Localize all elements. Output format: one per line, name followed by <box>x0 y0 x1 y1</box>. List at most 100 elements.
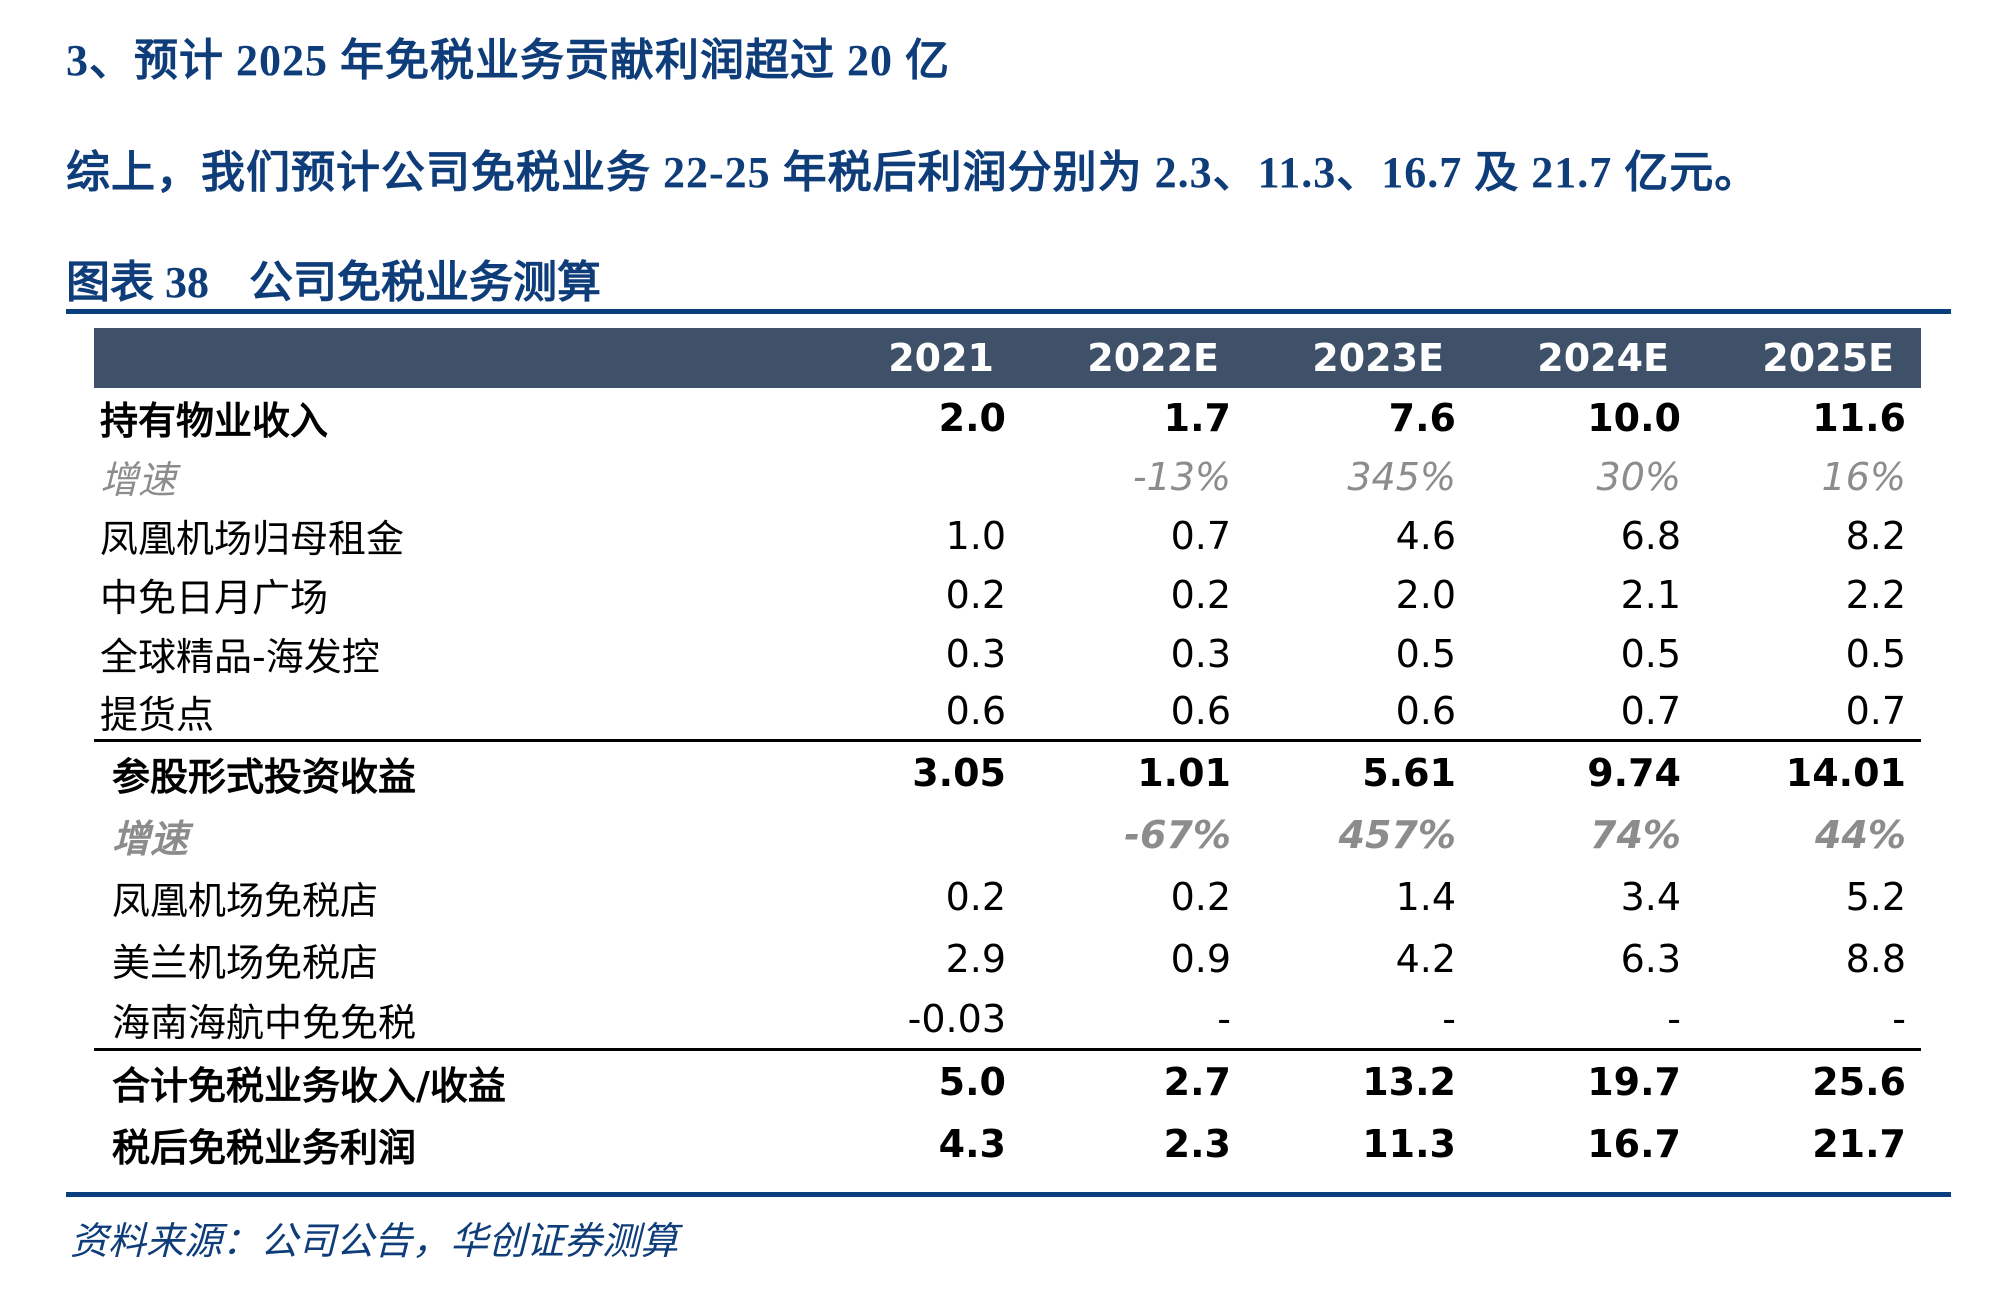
cell: 0.2 <box>1170 875 1231 919</box>
table-row-growth: 增速 -13% 345% 30% 16% <box>94 447 1921 506</box>
cell: 25.6 <box>1812 1060 1906 1104</box>
row-label: 全球精品-海发控 <box>100 635 380 679</box>
figure-number: 图表 38 <box>66 258 209 307</box>
cell: 5.2 <box>1845 875 1906 919</box>
row-label: 凤凰机场归母租金 <box>100 517 405 561</box>
table-row-property-income: 持有物业收入 2.0 1.7 7.6 10.0 11.6 <box>94 388 1921 447</box>
cell: 11.6 <box>1812 395 1906 440</box>
cell: 2.0 <box>938 395 1006 440</box>
cell: 0.5 <box>1620 631 1681 676</box>
cell: 0.2 <box>945 875 1006 919</box>
cell: 0.5 <box>1395 631 1456 676</box>
duty-free-estimate-table: 2021 2022E 2023E 2024E 2025E 持有物业收入 2.0 … <box>94 328 1921 1175</box>
cell: -13% <box>1132 454 1231 499</box>
cell: 0.6 <box>1395 689 1456 733</box>
cell: 0.5 <box>1845 631 1906 676</box>
cell: 13.2 <box>1362 1060 1456 1104</box>
row-label: 持有物业收入 <box>100 399 329 443</box>
table-row: 美兰机场免税店 2.9 0.9 4.2 6.3 8.8 <box>94 928 1921 990</box>
cell: 0.3 <box>1170 631 1231 676</box>
row-label: 中免日月广场 <box>100 576 329 620</box>
cell: 2.2 <box>1845 572 1906 617</box>
figure-caption: 图表 38 公司免税业务测算 <box>66 246 601 310</box>
summary-paragraph: 综上，我们预计公司免税业务 22-25 年税后利润分别为 2.3、11.3、16… <box>66 148 1760 197</box>
cell: 21.7 <box>1812 1122 1906 1166</box>
cell: 2.3 <box>1163 1122 1231 1166</box>
cell: 0.6 <box>1170 689 1231 733</box>
cell: 0.9 <box>1170 937 1231 981</box>
cell: 19.7 <box>1587 1060 1681 1104</box>
cell: - <box>1667 997 1681 1041</box>
cell: 30% <box>1596 454 1681 499</box>
cell: 3.4 <box>1620 875 1681 919</box>
table-bottom-rule <box>66 1192 1951 1197</box>
table-row: 凤凰机场免税店 0.2 0.2 1.4 3.4 5.2 <box>94 866 1921 928</box>
cell: 11.3 <box>1362 1122 1456 1166</box>
cell: 0.2 <box>1170 572 1231 617</box>
cell: 0.3 <box>945 631 1006 676</box>
table-header: 2021 2022E 2023E 2024E 2025E <box>94 328 1921 388</box>
cell: 5.0 <box>938 1060 1006 1104</box>
cell: 0.6 <box>945 689 1006 733</box>
cell: 3.05 <box>912 751 1006 795</box>
cell: 4.6 <box>1395 513 1456 558</box>
cell: 14.01 <box>1785 751 1906 795</box>
cell: 1.7 <box>1163 395 1231 440</box>
header-2022e: 2022E <box>1087 336 1219 380</box>
cell: 0.7 <box>1170 513 1231 558</box>
cell: 1.01 <box>1137 751 1231 795</box>
cell: 6.8 <box>1620 513 1681 558</box>
header-2023e: 2023E <box>1312 336 1444 380</box>
table-row-total-income: 合计免税业务收入/收益 5.0 2.7 13.2 19.7 25.6 <box>94 1051 1921 1113</box>
row-label: 增速 <box>100 458 177 502</box>
group-divider <box>94 739 1921 742</box>
cell: 16.7 <box>1587 1122 1681 1166</box>
table-row: 凤凰机场归母租金 1.0 0.7 4.6 6.8 8.2 <box>94 506 1921 565</box>
cell: 6.3 <box>1620 937 1681 981</box>
row-label: 海南海航中免免税 <box>112 1000 417 1045</box>
cell: 2.0 <box>1395 572 1456 617</box>
table-row: 全球精品-海发控 0.3 0.3 0.5 0.5 0.5 <box>94 624 1921 683</box>
cell: 4.2 <box>1395 937 1456 981</box>
row-label: 提货点 <box>100 692 215 737</box>
figure-title: 公司免税业务测算 <box>249 258 601 307</box>
cell: - <box>1442 997 1456 1041</box>
row-label: 美兰机场免税店 <box>112 940 379 985</box>
cell: 9.74 <box>1587 751 1681 795</box>
cell: 4.3 <box>938 1122 1006 1166</box>
row-label: 税后免税业务利润 <box>112 1125 417 1170</box>
row-label: 参股形式投资收益 <box>112 754 417 799</box>
cell: 74% <box>1590 813 1681 857</box>
cell: 0.7 <box>1845 689 1906 733</box>
table-row: 中免日月广场 0.2 0.2 2.0 2.1 2.2 <box>94 565 1921 624</box>
table-row-growth: 增速 -67% 457% 74% 44% <box>94 804 1921 866</box>
cell: 16% <box>1821 454 1906 499</box>
cell: 2.1 <box>1620 572 1681 617</box>
cell: 44% <box>1815 813 1906 857</box>
table-row-after-tax-profit: 税后免税业务利润 4.3 2.3 11.3 16.7 21.7 <box>94 1113 1921 1175</box>
cell: 2.7 <box>1163 1060 1231 1104</box>
row-label: 增速 <box>112 816 189 861</box>
row-label: 合计免税业务收入/收益 <box>112 1063 506 1108</box>
cell: - <box>1892 997 1906 1041</box>
cell: 345% <box>1347 454 1456 499</box>
header-2024e: 2024E <box>1537 336 1669 380</box>
cell: 0.7 <box>1620 689 1681 733</box>
table-row: 提货点 0.6 0.6 0.6 0.7 0.7 <box>94 683 1921 739</box>
cell: 8.2 <box>1845 513 1906 558</box>
section-heading: 3、预计 2025 年免税业务贡献利润超过 20 亿 <box>66 36 950 85</box>
header-2025e: 2025E <box>1762 336 1894 380</box>
header-2021: 2021 <box>888 336 994 380</box>
cell: 5.61 <box>1362 751 1456 795</box>
cell: - <box>1217 997 1231 1041</box>
table-row: 海南海航中免免税 -0.03 - - - - <box>94 990 1921 1048</box>
row-label: 凤凰机场免税店 <box>112 878 379 923</box>
cell: 457% <box>1338 813 1456 857</box>
cell: 10.0 <box>1587 395 1681 440</box>
cell: -67% <box>1124 813 1231 857</box>
cell: 1.0 <box>945 513 1006 558</box>
group-divider <box>94 1048 1921 1051</box>
source-note: 资料来源：公司公告，华创证券测算 <box>70 1221 679 1263</box>
cell: -0.03 <box>907 997 1006 1041</box>
cell: 2.9 <box>945 937 1006 981</box>
